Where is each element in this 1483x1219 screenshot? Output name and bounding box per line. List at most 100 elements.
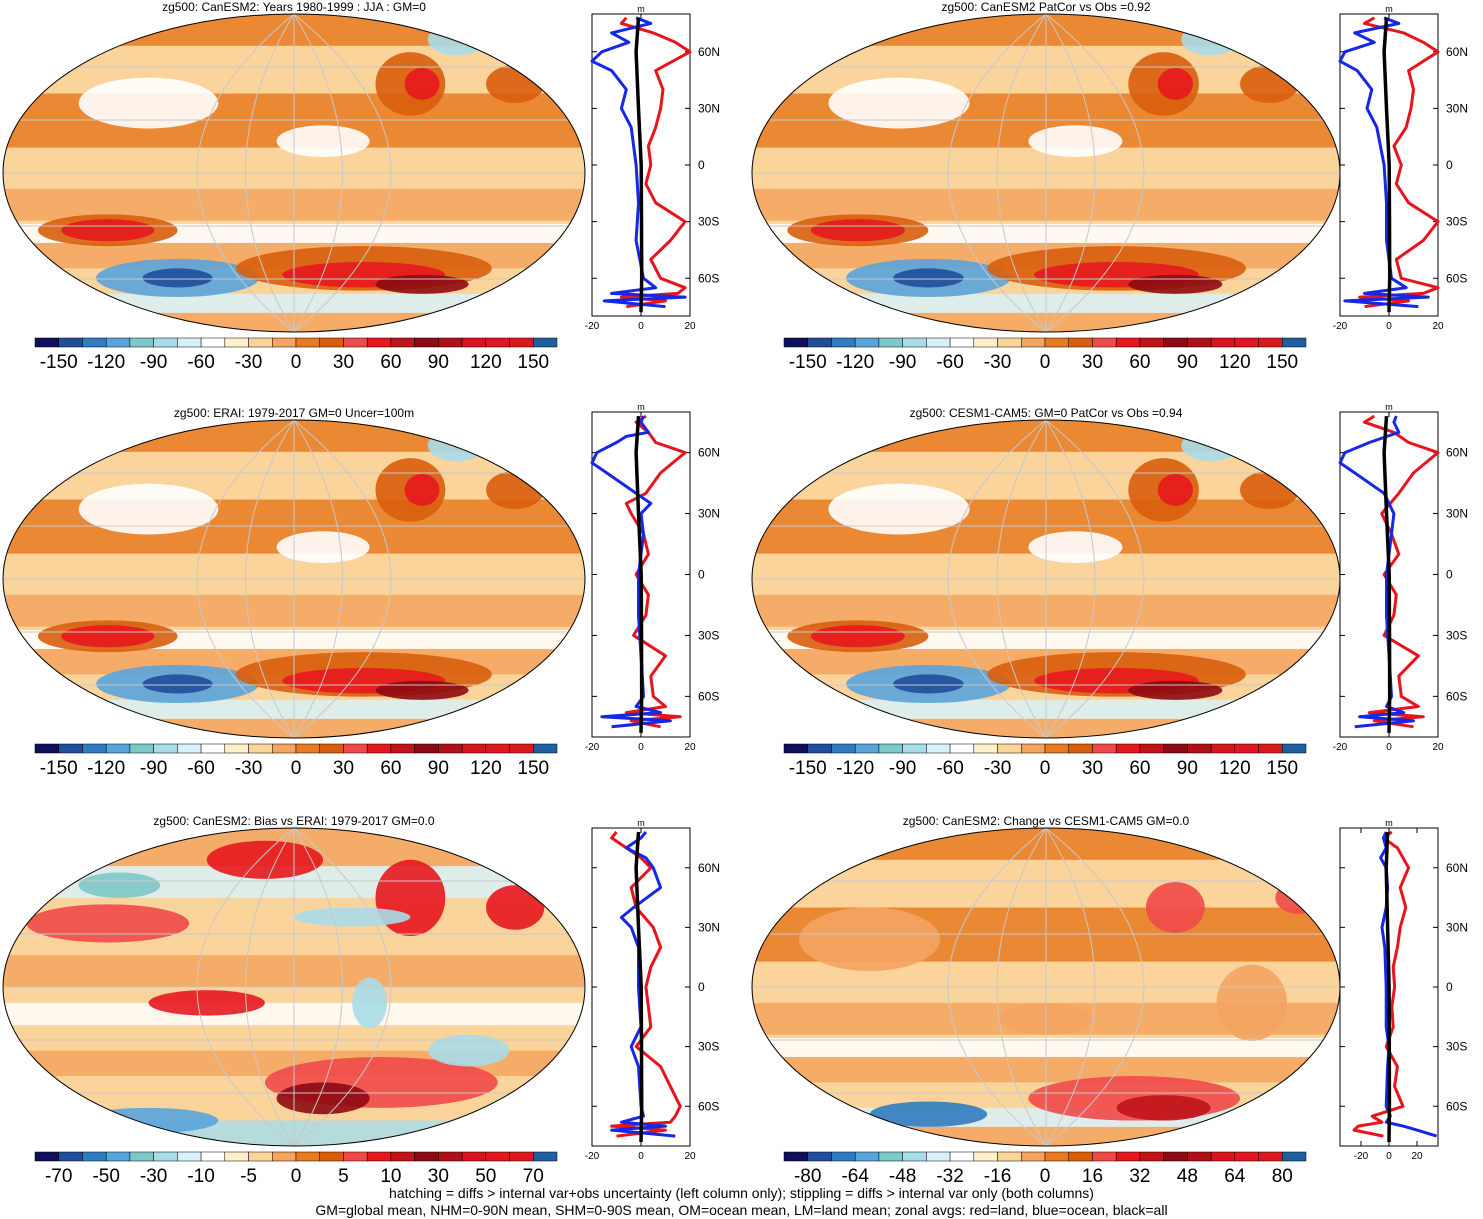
- colorbar-tick-label: -120: [836, 352, 874, 373]
- map-anomaly: [26, 904, 190, 943]
- profile-y-tick-label: 60N: [698, 861, 720, 875]
- colorbar-swatch: [1234, 1151, 1259, 1162]
- colorbar-swatch: [949, 1151, 975, 1162]
- colorbar-swatch: [1139, 743, 1164, 754]
- map-outline: [2, 13, 586, 333]
- colorbar-swatch: [854, 1151, 880, 1162]
- colorbar-swatch: [58, 743, 83, 754]
- colorbar-swatch: [319, 337, 344, 348]
- zonal-profile: m -20 0 20 60N 30N 0 30S 60S: [1333, 402, 1468, 753]
- colorbar-tick-label: 10: [380, 1166, 401, 1187]
- colorbar-tick-label: -60: [187, 352, 214, 373]
- map-meridian: [947, 420, 1047, 738]
- map-anomaly: [810, 219, 905, 242]
- profile-y-tick-label: 0: [698, 158, 705, 172]
- colorbar-tick-label: 90: [1177, 758, 1198, 779]
- colorbar-tick-label: -30: [984, 352, 1011, 373]
- map-anomaly: [799, 907, 941, 972]
- colorbar-swatch: [34, 1151, 59, 1162]
- colorbar-swatch: [82, 743, 107, 754]
- profile-y-tick-label: 60S: [698, 1099, 719, 1113]
- colorbar-swatch: [1021, 1151, 1046, 1162]
- colorbar-swatch: [153, 337, 178, 348]
- colorbar-swatch: [902, 743, 927, 754]
- colorbar-swatch: [1115, 743, 1141, 754]
- colorbar-tick-label: 30: [1082, 758, 1103, 779]
- colorbar-tick-label: -90: [889, 352, 916, 373]
- map-anomaly: [404, 68, 440, 100]
- colorbar-swatch: [272, 337, 297, 348]
- colorbar-swatch: [82, 1151, 107, 1162]
- colorbar-tick-label: -32: [936, 1166, 963, 1187]
- colorbar-swatch: [1068, 743, 1093, 754]
- colorbar-tick-label: 0: [1040, 758, 1051, 779]
- colorbar-swatch: [248, 337, 273, 348]
- map-anomaly: [1145, 882, 1205, 933]
- profile-all-line: [634, 17, 644, 313]
- profile-y-tick-label: 30S: [1446, 628, 1467, 642]
- colorbar-tick-label: 120: [1219, 758, 1251, 779]
- colorbar-swatch: [105, 1151, 131, 1162]
- profile-ocean-line: [1338, 415, 1415, 729]
- map-meridian: [293, 14, 343, 332]
- map-anomaly: [486, 885, 545, 930]
- colorbar-tick-label: -120: [87, 352, 125, 373]
- map-anomaly: [893, 268, 964, 288]
- colorbar-swatch: [319, 743, 344, 754]
- colorbar-tick-label: -150: [789, 758, 827, 779]
- colorbar-tick-label: -120: [836, 758, 874, 779]
- map-meridian: [196, 420, 295, 738]
- profile-x-tick-label: -20: [1354, 1151, 1369, 1162]
- colorbar-swatch: [177, 743, 202, 754]
- map-anomaly: [1028, 531, 1123, 564]
- colorbar-swatch: [1115, 337, 1141, 348]
- map-meridian: [196, 828, 295, 1146]
- colorbar-swatch: [1258, 337, 1283, 348]
- map-anomaly: [828, 483, 970, 535]
- panel-title: zg500: ERAI: 1979-2017 GM=0 Uncer=100m: [174, 406, 414, 420]
- profile-x-tick-label: 20: [684, 321, 696, 332]
- zonal-profile: m -20 0 20 60N 30N 0 30S 60S: [585, 818, 720, 1162]
- map-meridian: [196, 14, 295, 332]
- colorbar-tick-label: 32: [1129, 1166, 1150, 1187]
- map-anomaly: [1116, 1095, 1211, 1121]
- map-field: [3, 828, 585, 1146]
- colorbar-tick-label: 64: [1224, 1166, 1246, 1187]
- colorbar-tick-label: 0: [291, 1166, 302, 1187]
- profile-y-tick-label: 30S: [1446, 215, 1467, 229]
- profile-ocean-line: [590, 16, 687, 309]
- zonal-profile: m -20 0 20 60N 30N 0 30S 60S: [1339, 818, 1468, 1162]
- colorbar-tick-label: -80: [794, 1166, 821, 1187]
- panel-4: zg500: CESM1-CAM5: GM=0 PatCor vs Obs =0…: [751, 402, 1468, 779]
- colorbar-tick-label: -30: [235, 352, 262, 373]
- colorbar-swatch: [1187, 743, 1212, 754]
- panel-1: zg500: CanESM2: Years 1980-1999 : JJA : …: [2, 0, 720, 373]
- colorbar-swatch: [997, 1151, 1022, 1162]
- profile-x-tick-label: 20: [684, 742, 696, 753]
- map-meridian: [947, 14, 1047, 332]
- colorbar-tick-label: 16: [1082, 1166, 1103, 1187]
- colorbar-tick-label: 60: [1129, 352, 1150, 373]
- map-anomaly: [893, 674, 964, 694]
- colorbar-swatch: [973, 743, 998, 754]
- map-meridian: [1045, 14, 1096, 332]
- colorbar-swatch: [1258, 743, 1283, 754]
- map-meridian: [293, 420, 392, 738]
- colorbar-swatch: [1282, 743, 1307, 754]
- profile-all-line: [1384, 831, 1392, 1143]
- profile-unit: m: [1385, 818, 1393, 828]
- map-anomaly: [1028, 125, 1123, 158]
- colorbar-swatch: [1092, 743, 1117, 754]
- panel-6: zg500: CanESM2: Change vs CESM1-CAM5 GM=…: [751, 814, 1468, 1187]
- profile-y-tick-label: 0: [1446, 158, 1453, 172]
- colorbar-swatch: [509, 743, 534, 754]
- colorbar-swatch: [1068, 337, 1093, 348]
- map-anomaly: [404, 474, 440, 506]
- map-anomaly: [78, 77, 219, 129]
- colorbar-swatch: [153, 743, 178, 754]
- colorbar-swatch: [1044, 337, 1069, 348]
- map-meridian: [293, 14, 392, 332]
- colorbar-swatch: [414, 1151, 439, 1162]
- map-meridian: [245, 420, 295, 738]
- colorbar-swatch: [1258, 1151, 1283, 1162]
